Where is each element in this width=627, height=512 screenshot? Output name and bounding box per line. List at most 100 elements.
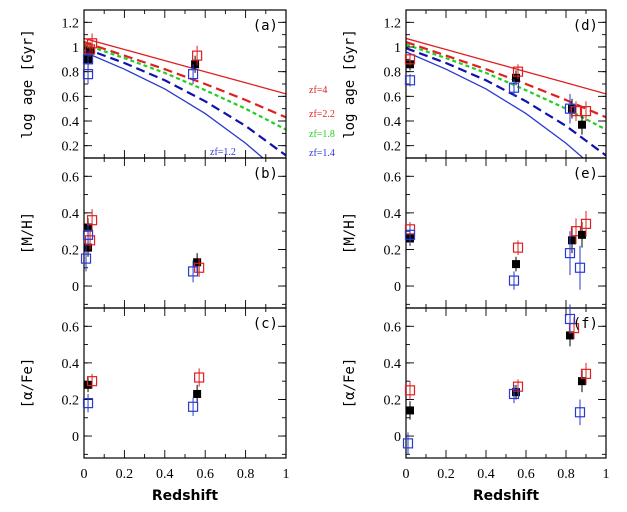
- ytick-label-b-0: 0: [72, 280, 79, 295]
- data-point-red-b-7: [194, 262, 205, 273]
- curve-label-1: zf=2.2: [309, 109, 335, 120]
- y-axis-label-e: [M/H]: [342, 212, 358, 254]
- y-axis-label-d: log age [Gyr]: [342, 29, 358, 139]
- y-axis-label-c: [α/Fe]: [20, 358, 36, 409]
- xtick-label-f-2: 0.4: [477, 467, 495, 482]
- data-point-blue-a-8: [187, 69, 199, 80]
- data-point-red-e-4: [512, 242, 524, 253]
- formation-curve-d-1: [406, 41, 606, 119]
- xtick-label-c-4: 0.8: [237, 467, 255, 482]
- data-point-red-f-1: [404, 385, 416, 396]
- data-point-blue-b-4: [80, 253, 92, 264]
- data-point-red-b-3: [84, 235, 96, 246]
- formation-curve-d-4: [406, 51, 585, 158]
- panel-points-d: [404, 53, 592, 135]
- ytick-label-d-4: 1: [394, 41, 401, 56]
- data-point-red-d-4: [512, 66, 524, 77]
- data-point-black-f-3: [512, 388, 520, 397]
- data-point-blue-b-8: [187, 266, 199, 277]
- data-point-blue-e-8: [564, 248, 576, 259]
- xtick-label-c-2: 0.4: [156, 467, 174, 482]
- ytick-label-c-3: 0.6: [62, 320, 80, 335]
- panel-label-c: (c): [253, 316, 278, 332]
- formation-curves-layer: [84, 37, 606, 158]
- data-point-black-d-9: [578, 120, 586, 129]
- data-point-red-d-10: [580, 106, 592, 117]
- ytick-label-f-2: 0.4: [384, 357, 402, 372]
- panel-label-a: (a): [253, 18, 278, 34]
- x-axis-label-left: Redshift: [152, 488, 218, 504]
- ytick-label-c-2: 0.4: [62, 357, 80, 372]
- data-point-black-f-0: [406, 406, 414, 415]
- formation-curve-d-0: [406, 37, 606, 95]
- ytick-label-f-0: 0: [394, 430, 401, 445]
- data-point-blue-e-2: [404, 229, 416, 240]
- data-point-red-a-3: [84, 44, 96, 55]
- panel-label-f: (f): [573, 316, 598, 332]
- formation-curve-a-3: [84, 47, 286, 157]
- data-point-black-d-3: [512, 73, 520, 82]
- xtick-label-c-1: 0.2: [116, 467, 134, 482]
- data-point-blue-d-8: [564, 103, 576, 114]
- data-point-blue-a-5: [82, 54, 94, 65]
- ytick-label-d-1: 0.4: [384, 115, 402, 130]
- curve-label-0: zf=4: [309, 85, 327, 96]
- data-point-black-e-3: [512, 260, 520, 269]
- ytick-label-a-5: 1.2: [62, 16, 80, 31]
- xtick-label-f-4: 0.8: [557, 467, 575, 482]
- data-point-blue-a-4: [82, 69, 94, 80]
- text-layer: 0.2 0.4 0.6 0.8 1 1.2 0.2 0.4 0.6 0.8 1 1.2 log age …: [20, 16, 610, 504]
- curve-label-3: zf=1.4: [309, 148, 335, 159]
- curves-group-d: [406, 37, 606, 158]
- xtick-label-f-0: 0: [403, 467, 410, 482]
- xtick-label-c-5: 1: [283, 467, 290, 482]
- panel-points-a: [82, 33, 203, 84]
- y-axis-label-a: log age [Gyr]: [20, 29, 36, 139]
- ytick-label-f-3: 0.6: [384, 320, 402, 335]
- panel-label-d: (d): [573, 18, 598, 34]
- x-axis-label-right: Redshift: [473, 488, 539, 504]
- ytick-label-d-5: 1.2: [384, 16, 402, 31]
- data-point-red-b-2: [86, 215, 98, 226]
- data-point-red-a-7: [192, 50, 203, 61]
- data-point-red-a-2: [86, 38, 98, 49]
- y-axis-label-b: [M/H]: [20, 212, 36, 254]
- data-points-layer: [80, 33, 592, 455]
- data-point-blue-f-5: [508, 388, 520, 400]
- xtick-label-f-1: 0.2: [437, 467, 455, 482]
- ytick-label-e-2: 0.4: [384, 207, 402, 222]
- data-point-red-d-1: [404, 54, 416, 65]
- ytick-label-a-1: 0.4: [62, 115, 80, 130]
- formation-curve-a-0: [84, 37, 286, 95]
- data-point-red-f-10: [580, 368, 592, 379]
- y-axis-label-f: [α/Fe]: [342, 358, 358, 409]
- data-point-red-c-1: [86, 376, 98, 387]
- data-point-blue-b-5: [82, 229, 94, 240]
- xtick-label-c-0: 0: [81, 467, 88, 482]
- data-point-blue-f-2: [402, 438, 414, 449]
- ytick-label-a-3: 0.8: [62, 66, 80, 81]
- formation-curve-a-2: [84, 43, 286, 131]
- panel-points-b: [80, 209, 205, 283]
- ytick-label-d-0: 0.2: [384, 140, 402, 155]
- formation-curve-d-2: [406, 43, 606, 131]
- panel-points-c: [82, 368, 205, 416]
- panel-label-e: (e): [573, 166, 598, 182]
- ytick-label-a-2: 0.6: [62, 90, 80, 105]
- data-point-blue-f-11: [574, 407, 586, 418]
- panel-points-f: [402, 304, 592, 455]
- curves-group-a: [84, 37, 286, 158]
- panel-label-b: (b): [253, 166, 278, 182]
- ytick-label-d-2: 0.6: [384, 90, 402, 105]
- ytick-label-a-0: 0.2: [62, 140, 80, 155]
- ytick-label-a-4: 1: [72, 41, 79, 56]
- ytick-label-e-1: 0.2: [384, 243, 402, 258]
- formation-curve-d-3: [406, 47, 606, 157]
- data-point-red-c-4: [194, 372, 205, 383]
- data-point-black-c-3: [193, 389, 202, 398]
- panel-points-e: [404, 211, 592, 290]
- xtick-label-f-3: 0.6: [517, 467, 535, 482]
- data-point-blue-e-5: [508, 275, 520, 286]
- ytick-label-e-0: 0: [394, 280, 401, 295]
- ytick-label-b-2: 0.4: [62, 207, 80, 222]
